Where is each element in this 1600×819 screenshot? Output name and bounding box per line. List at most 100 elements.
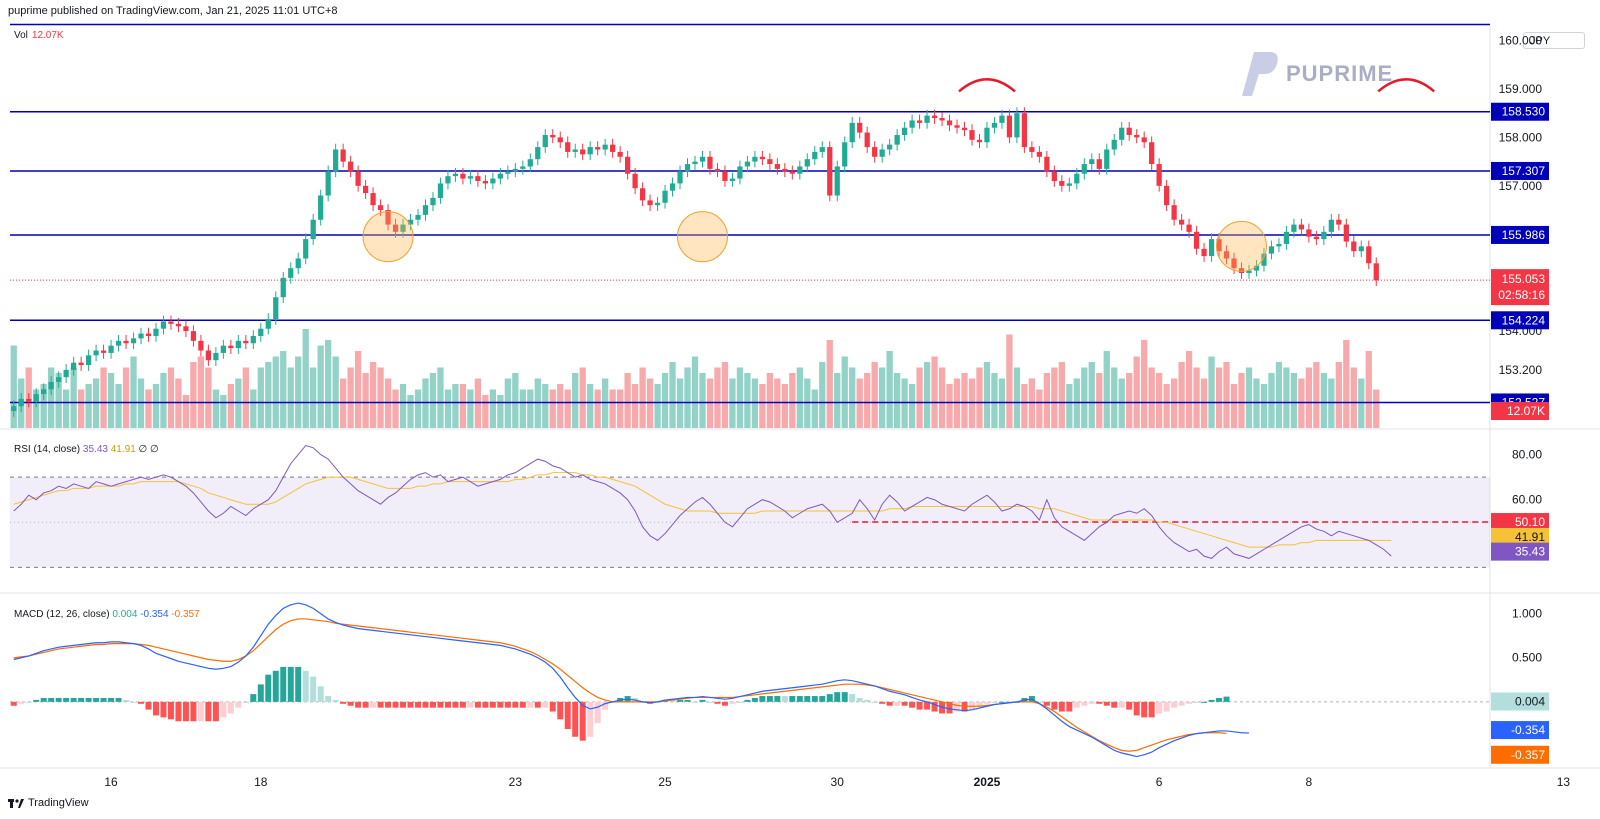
macd-histogram-bar [1133,701,1140,716]
candle-body [1036,151,1042,157]
volume-bar [489,389,497,428]
volume-bar [998,378,1006,428]
rsi-badge-bg [1491,542,1549,561]
macd-axis-tick: 1.000 [1512,607,1542,621]
volume-bar [1343,340,1350,428]
candle-body [280,277,286,298]
volume-bar [616,389,624,428]
macd-histogram-bar [1043,701,1050,706]
time-axis-tick: 8 [1306,775,1313,789]
volume-bar [92,378,100,428]
volume-bar [1290,373,1298,428]
macd-histogram-bar [167,701,174,720]
volume-bar [175,378,182,428]
macd-histogram-bar [422,701,429,708]
candle-body [288,268,294,278]
volume-bar [886,351,893,428]
macd-histogram-bar [18,701,25,704]
volume-bar [654,384,661,428]
volume-bar [437,367,444,428]
candle-body [250,335,256,344]
candle-body [1029,147,1035,152]
volume-bar [1328,378,1335,428]
macd-histogram-bar [235,701,242,708]
volume-bar [399,384,407,428]
macd-histogram-bar [909,701,916,708]
macd-histogram-bar [916,701,923,710]
macd-histogram-bar [347,701,354,706]
macd-histogram-bar [55,697,62,702]
volume-bar [564,389,571,428]
macd-histogram-bar [751,697,758,702]
volume-bar [1350,367,1357,428]
candle-body [190,331,197,341]
macd-histogram-bar [864,699,871,702]
volume-bar [766,373,774,428]
volume-bar [160,373,167,428]
macd-histogram-bar [1201,701,1208,703]
footer-brand-text: TradingView [28,797,89,809]
macd-histogram-bar [272,670,279,702]
macd-histogram-bar [677,699,684,702]
candle-body [542,134,548,148]
volume-bar [190,362,197,428]
candle-body [115,340,122,346]
candle-body [168,321,174,324]
macd-histogram-bar [93,697,100,702]
macd-histogram-bar [1163,701,1170,712]
macd-histogram-bar [572,701,579,737]
macd-histogram-bar [983,701,990,704]
candle-body [677,171,683,184]
macd-legend-label: MACD (12, 26, close) [14,609,110,620]
candle-body [550,134,556,138]
candle-body [684,164,691,172]
candle-body [505,171,511,174]
level-badge: 157.307 [1502,164,1546,178]
macd-histogram-bar [512,701,519,708]
macd-histogram-bar [1103,701,1110,706]
candle-body [527,159,533,167]
candle-body [849,122,855,143]
candle-body [924,115,930,123]
candle-body [100,350,107,353]
time-axis-tick: 23 [509,775,523,789]
candle-body [11,406,17,412]
candle-body [1291,224,1297,232]
volume-legend: Vol 12.07K [14,30,64,41]
candle-body [669,183,676,191]
volume-bar [407,395,414,428]
volume-bar [55,373,62,428]
rsi-axis-tick: 80.00 [1512,448,1542,462]
macd-histogram-bar [152,701,159,716]
volume-bar [699,373,706,428]
volume-bar [1260,384,1268,428]
macd-histogram-bar [190,701,197,722]
level-badge-bg [1491,161,1549,180]
candle-body [497,173,503,179]
candle-body [400,224,406,232]
candle-body [318,195,324,220]
level-badge: 154.224 [1502,313,1546,327]
volume-bar [953,378,961,428]
price-axis-tick: 153.200 [1499,363,1543,377]
candle-body [1021,113,1028,148]
candle-body [1321,231,1327,240]
volume-bar [504,378,511,428]
macd-histogram-bar [826,694,833,702]
volume-bar [1043,373,1051,428]
candle-body [1201,248,1207,257]
currency-selector[interactable]: JPY [1523,32,1585,49]
publish-header: puprime published on TradingView.com, Ja… [8,5,338,17]
macd-histogram-bar [489,701,496,708]
macd-histogram-bar [108,697,115,702]
candle-body [422,205,429,215]
candle-body [991,122,998,128]
rsi-level-badge: 50.10 [1515,515,1545,529]
volume-bar [1118,378,1125,428]
candle-body [1134,134,1140,138]
candle-body [759,156,765,160]
macd-histogram-bar [257,684,264,702]
macd-histogram-bar [692,701,698,703]
candle-body [632,173,638,189]
